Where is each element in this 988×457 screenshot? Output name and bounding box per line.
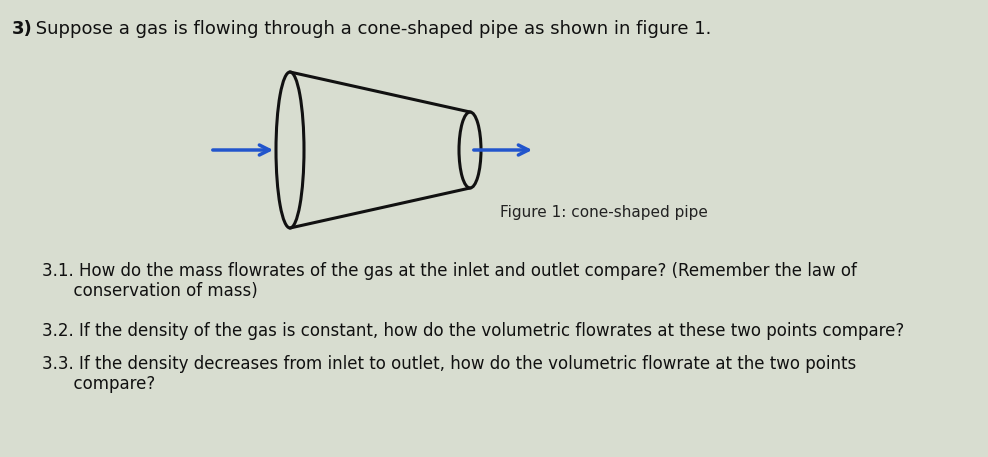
Text: 3): 3) [12, 20, 33, 38]
Text: 3.3. If the density decreases from inlet to outlet, how do the volumetric flowra: 3.3. If the density decreases from inlet… [42, 355, 857, 373]
Text: Figure 1: cone-shaped pipe: Figure 1: cone-shaped pipe [500, 205, 707, 220]
Text: conservation of mass): conservation of mass) [42, 282, 258, 300]
Text: compare?: compare? [42, 375, 155, 393]
Text: Suppose a gas is flowing through a cone-shaped pipe as shown in figure 1.: Suppose a gas is flowing through a cone-… [30, 20, 711, 38]
Text: 3.1. How do the mass flowrates of the gas at the inlet and outlet compare? (Reme: 3.1. How do the mass flowrates of the ga… [42, 262, 857, 280]
Text: 3.2. If the density of the gas is constant, how do the volumetric flowrates at t: 3.2. If the density of the gas is consta… [42, 322, 904, 340]
